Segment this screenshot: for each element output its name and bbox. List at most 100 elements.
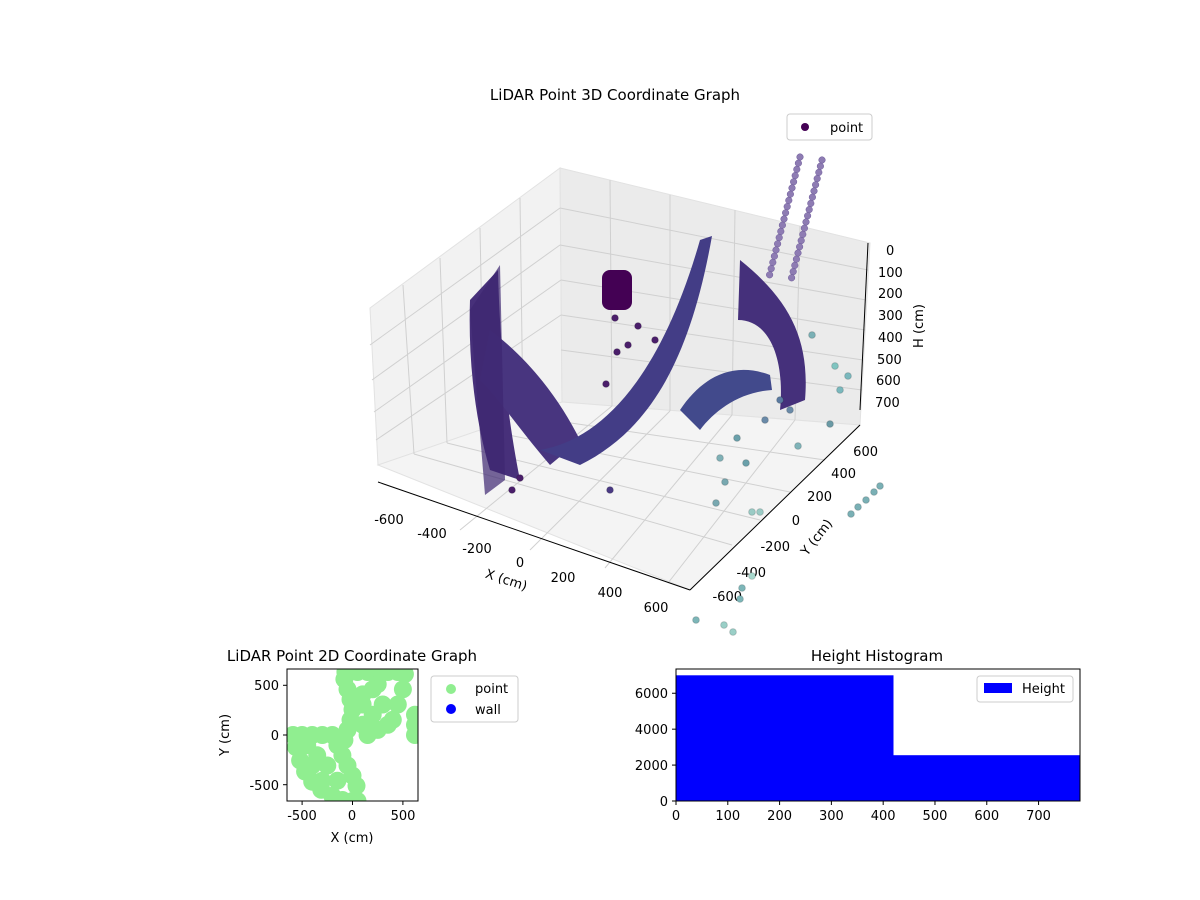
point-marker (767, 265, 775, 273)
point-marker (772, 246, 780, 254)
point-marker (729, 628, 737, 636)
plot-frame-hist (675, 668, 1081, 802)
point-marker (303, 756, 322, 775)
point-marker (720, 621, 728, 629)
point-marker (716, 454, 724, 462)
legend-box (786, 113, 873, 141)
point-marker (782, 209, 790, 217)
point-marker (870, 488, 878, 496)
point-marker (790, 178, 798, 186)
point-marker (783, 203, 791, 211)
x-tick-label: 0 (348, 809, 356, 824)
point-marker (810, 187, 818, 195)
point-marker (808, 193, 816, 201)
point-marker (805, 206, 813, 214)
point-marker (836, 386, 844, 394)
point-marker (807, 199, 815, 207)
point-marker (847, 510, 855, 518)
point-marker (808, 331, 816, 339)
y-tick-label: -600 (712, 590, 742, 605)
histogram-bar (893, 755, 1080, 801)
y-tick-label: 500 (254, 679, 279, 694)
point-marker (776, 396, 784, 404)
legend-marker-wall (446, 704, 456, 714)
point-marker (742, 459, 750, 467)
point-marker (766, 271, 774, 279)
point-marker (794, 159, 802, 167)
point-marker (624, 341, 632, 349)
z-tick-label: 0 (886, 244, 894, 259)
point-marker (816, 162, 824, 170)
z-tick-label: 300 (878, 309, 903, 324)
point-marker (748, 572, 756, 580)
x-tick-label: 100 (715, 809, 740, 824)
point-marker (353, 695, 372, 714)
chart-3d-title: LiDAR Point 3D Coordinate Graph (490, 86, 740, 104)
point-marker (395, 669, 414, 684)
point-marker (692, 616, 700, 624)
x-tick-label: 500 (391, 809, 416, 824)
front-flank (470, 265, 505, 495)
point-marker (785, 196, 793, 204)
right-lower-band (680, 369, 772, 430)
front-arc-band (480, 330, 580, 465)
point-marker (373, 695, 392, 714)
z-tick-label: 400 (878, 331, 903, 346)
point-marker (800, 224, 808, 232)
point-marker (788, 184, 796, 192)
point-marker (606, 486, 614, 494)
x-tick-label: 400 (598, 586, 623, 601)
x-tick-label: 700 (1026, 809, 1051, 824)
point-marker (634, 322, 642, 330)
x-tick-label: 300 (819, 809, 844, 824)
point-marker (748, 508, 756, 516)
z-tick-label: 100 (878, 266, 903, 281)
point-marker (313, 771, 332, 790)
point-cloud (469, 153, 884, 636)
x-tick-label: -600 (374, 513, 404, 528)
x-tick-label: 500 (923, 809, 948, 824)
point-marker (799, 230, 807, 238)
y-tick-label: 4000 (635, 723, 668, 738)
y-axis-label: Y (cm) (798, 517, 836, 560)
x-tick-label: 600 (974, 809, 999, 824)
point-marker (775, 234, 783, 242)
point-marker (761, 416, 769, 424)
histogram-bar (676, 675, 894, 801)
y-tick-label: 400 (831, 467, 856, 482)
x-tick-label: 600 (644, 601, 669, 616)
point-marker (733, 434, 741, 442)
point-marker (818, 156, 826, 164)
point-marker (770, 252, 778, 260)
point-marker (721, 478, 729, 486)
point-marker (778, 221, 786, 229)
x-axis-hist: 0 100 200 300 400 500 600 700 (672, 801, 1051, 824)
point-marker (791, 172, 799, 180)
y-tick-label: 600 (853, 445, 878, 460)
point-marker (789, 268, 797, 276)
x-tick-label: 0 (672, 809, 680, 824)
x-tick-label: -500 (287, 809, 317, 824)
point-marker (756, 508, 764, 516)
y-axis-label: Y (cm) (218, 714, 233, 757)
histogram-chart: Height Histogram 0 100 200 300 400 500 600 700 … (635, 647, 1081, 824)
point-marker (613, 348, 621, 356)
point-marker (777, 227, 785, 235)
point-marker (786, 406, 794, 414)
legend-box (976, 675, 1074, 703)
point-marker (736, 595, 744, 603)
pillar-points (766, 153, 826, 282)
point-marker (797, 237, 805, 245)
legend-2d: point wall (430, 675, 519, 723)
point-marker (780, 215, 788, 223)
legend-label: point (830, 121, 863, 136)
z-tick-label: 200 (878, 287, 903, 302)
x-tick-label: -200 (462, 542, 492, 557)
z-tick-label: 500 (877, 353, 902, 368)
point-marker (388, 695, 407, 714)
x-tick-label: 400 (871, 809, 896, 824)
point-marker (738, 584, 746, 592)
point-marker (774, 240, 782, 248)
y-tick-label: 6000 (635, 687, 668, 702)
